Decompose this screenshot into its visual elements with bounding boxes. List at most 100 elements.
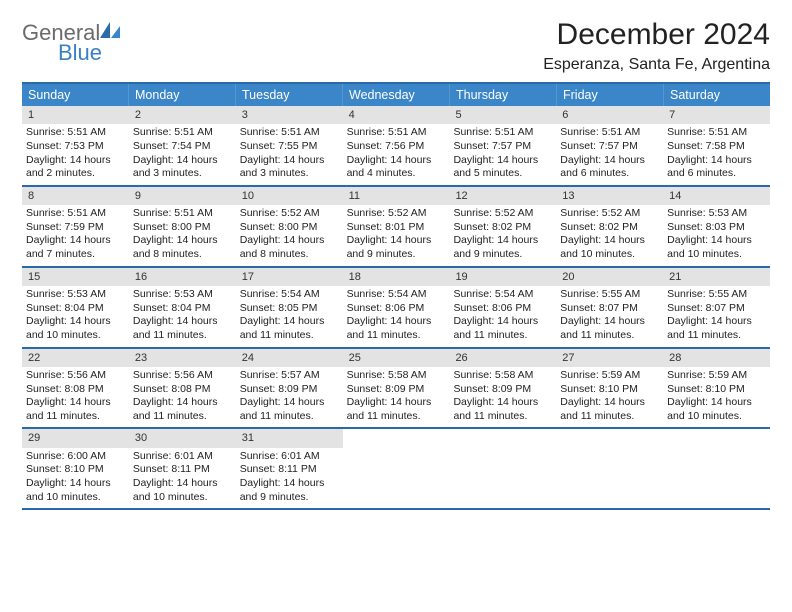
- day-cell: 9Sunrise: 5:51 AMSunset: 8:00 PMDaylight…: [129, 187, 236, 266]
- day-details: Sunrise: 5:56 AMSunset: 8:08 PMDaylight:…: [22, 367, 129, 428]
- brand-logo: General Blue: [22, 18, 122, 64]
- sunset-text: Sunset: 8:04 PM: [26, 302, 125, 316]
- day-number: 3: [236, 106, 343, 124]
- day-number: 10: [236, 187, 343, 205]
- sunrise-text: Sunrise: 5:51 AM: [667, 126, 766, 140]
- daylight-text: Daylight: 14 hours: [26, 477, 125, 491]
- sunrise-text: Sunrise: 5:51 AM: [26, 126, 125, 140]
- sunset-text: Sunset: 7:57 PM: [560, 140, 659, 154]
- day-cell: 13Sunrise: 5:52 AMSunset: 8:02 PMDayligh…: [556, 187, 663, 266]
- day-number: 9: [129, 187, 236, 205]
- sunrise-text: Sunrise: 5:54 AM: [240, 288, 339, 302]
- sunrise-text: Sunrise: 5:53 AM: [667, 207, 766, 221]
- brand-name: General Blue: [22, 22, 122, 64]
- day-cell: 14Sunrise: 5:53 AMSunset: 8:03 PMDayligh…: [663, 187, 770, 266]
- daylight-text: Daylight: 14 hours: [26, 154, 125, 168]
- daylight-text: Daylight: 14 hours: [133, 477, 232, 491]
- day-number: 18: [343, 268, 450, 286]
- day-number: 16: [129, 268, 236, 286]
- sunset-text: Sunset: 8:10 PM: [26, 463, 125, 477]
- brand-word-2: Blue: [58, 42, 122, 64]
- sunrise-text: Sunrise: 5:51 AM: [347, 126, 446, 140]
- daylight-text: Daylight: 14 hours: [347, 315, 446, 329]
- sunrise-text: Sunrise: 5:53 AM: [133, 288, 232, 302]
- week-row: 1Sunrise: 5:51 AMSunset: 7:53 PMDaylight…: [22, 106, 770, 187]
- day-number-empty: [663, 429, 770, 447]
- sunset-text: Sunset: 7:56 PM: [347, 140, 446, 154]
- daylight-text: and 10 minutes.: [667, 248, 766, 262]
- sunset-text: Sunset: 8:07 PM: [560, 302, 659, 316]
- day-details: Sunrise: 5:51 AMSunset: 7:57 PMDaylight:…: [449, 124, 556, 185]
- daylight-text: Daylight: 14 hours: [560, 154, 659, 168]
- day-cell: 23Sunrise: 5:56 AMSunset: 8:08 PMDayligh…: [129, 349, 236, 428]
- day-number: 2: [129, 106, 236, 124]
- daylight-text: Daylight: 14 hours: [560, 315, 659, 329]
- sunset-text: Sunset: 8:02 PM: [560, 221, 659, 235]
- daylight-text: Daylight: 14 hours: [240, 396, 339, 410]
- day-number: 13: [556, 187, 663, 205]
- sunrise-text: Sunrise: 5:51 AM: [133, 126, 232, 140]
- sunset-text: Sunset: 8:00 PM: [133, 221, 232, 235]
- sunrise-text: Sunrise: 5:58 AM: [347, 369, 446, 383]
- day-details: Sunrise: 5:52 AMSunset: 8:02 PMDaylight:…: [449, 205, 556, 266]
- daylight-text: Daylight: 14 hours: [133, 154, 232, 168]
- weekday-header: Sunday: [22, 84, 129, 106]
- day-cell: 3Sunrise: 5:51 AMSunset: 7:55 PMDaylight…: [236, 106, 343, 185]
- sunrise-text: Sunrise: 5:58 AM: [453, 369, 552, 383]
- daylight-text: and 10 minutes.: [26, 329, 125, 343]
- calendar-grid: Sunday Monday Tuesday Wednesday Thursday…: [22, 82, 770, 510]
- day-number: 17: [236, 268, 343, 286]
- sunset-text: Sunset: 8:10 PM: [560, 383, 659, 397]
- weekday-header-row: Sunday Monday Tuesday Wednesday Thursday…: [22, 82, 770, 106]
- sunset-text: Sunset: 8:06 PM: [347, 302, 446, 316]
- day-cell: 5Sunrise: 5:51 AMSunset: 7:57 PMDaylight…: [449, 106, 556, 185]
- day-number: 11: [343, 187, 450, 205]
- day-number: 25: [343, 349, 450, 367]
- sunset-text: Sunset: 7:53 PM: [26, 140, 125, 154]
- sunrise-text: Sunrise: 5:51 AM: [133, 207, 232, 221]
- daylight-text: Daylight: 14 hours: [133, 396, 232, 410]
- daylight-text: and 11 minutes.: [133, 410, 232, 424]
- sunrise-text: Sunrise: 5:52 AM: [240, 207, 339, 221]
- day-cell: 15Sunrise: 5:53 AMSunset: 8:04 PMDayligh…: [22, 268, 129, 347]
- page-title: December 2024: [543, 18, 770, 52]
- weekday-header: Thursday: [450, 84, 557, 106]
- daylight-text: and 8 minutes.: [240, 248, 339, 262]
- sunset-text: Sunset: 8:06 PM: [453, 302, 552, 316]
- sunset-text: Sunset: 8:10 PM: [667, 383, 766, 397]
- day-details: Sunrise: 6:01 AMSunset: 8:11 PMDaylight:…: [129, 448, 236, 509]
- day-details: Sunrise: 5:51 AMSunset: 7:58 PMDaylight:…: [663, 124, 770, 185]
- week-row: 8Sunrise: 5:51 AMSunset: 7:59 PMDaylight…: [22, 187, 770, 268]
- sunset-text: Sunset: 8:09 PM: [453, 383, 552, 397]
- sunset-text: Sunset: 8:11 PM: [133, 463, 232, 477]
- sunrise-text: Sunrise: 5:56 AM: [26, 369, 125, 383]
- day-cell: 29Sunrise: 6:00 AMSunset: 8:10 PMDayligh…: [22, 429, 129, 508]
- daylight-text: and 6 minutes.: [667, 167, 766, 181]
- sunset-text: Sunset: 8:08 PM: [133, 383, 232, 397]
- title-block: December 2024 Esperanza, Santa Fe, Argen…: [543, 18, 770, 74]
- day-details: Sunrise: 6:00 AMSunset: 8:10 PMDaylight:…: [22, 448, 129, 509]
- week-row: 22Sunrise: 5:56 AMSunset: 8:08 PMDayligh…: [22, 349, 770, 430]
- sunrise-text: Sunrise: 5:51 AM: [560, 126, 659, 140]
- daylight-text: Daylight: 14 hours: [453, 396, 552, 410]
- day-details: Sunrise: 5:54 AMSunset: 8:05 PMDaylight:…: [236, 286, 343, 347]
- day-details: Sunrise: 6:01 AMSunset: 8:11 PMDaylight:…: [236, 448, 343, 509]
- daylight-text: Daylight: 14 hours: [347, 234, 446, 248]
- day-number: 31: [236, 429, 343, 447]
- daylight-text: and 11 minutes.: [240, 410, 339, 424]
- day-cell: [449, 429, 556, 508]
- day-cell: 25Sunrise: 5:58 AMSunset: 8:09 PMDayligh…: [343, 349, 450, 428]
- day-details: Sunrise: 5:51 AMSunset: 8:00 PMDaylight:…: [129, 205, 236, 266]
- day-details: Sunrise: 5:51 AMSunset: 7:53 PMDaylight:…: [22, 124, 129, 185]
- day-cell: 1Sunrise: 5:51 AMSunset: 7:53 PMDaylight…: [22, 106, 129, 185]
- day-details: Sunrise: 5:58 AMSunset: 8:09 PMDaylight:…: [449, 367, 556, 428]
- day-cell: 16Sunrise: 5:53 AMSunset: 8:04 PMDayligh…: [129, 268, 236, 347]
- day-number: 28: [663, 349, 770, 367]
- day-cell: 2Sunrise: 5:51 AMSunset: 7:54 PMDaylight…: [129, 106, 236, 185]
- daylight-text: and 9 minutes.: [347, 248, 446, 262]
- day-details: Sunrise: 5:56 AMSunset: 8:08 PMDaylight:…: [129, 367, 236, 428]
- daylight-text: and 9 minutes.: [240, 491, 339, 505]
- sunrise-text: Sunrise: 6:01 AM: [133, 450, 232, 464]
- day-details: Sunrise: 5:59 AMSunset: 8:10 PMDaylight:…: [556, 367, 663, 428]
- day-cell: 12Sunrise: 5:52 AMSunset: 8:02 PMDayligh…: [449, 187, 556, 266]
